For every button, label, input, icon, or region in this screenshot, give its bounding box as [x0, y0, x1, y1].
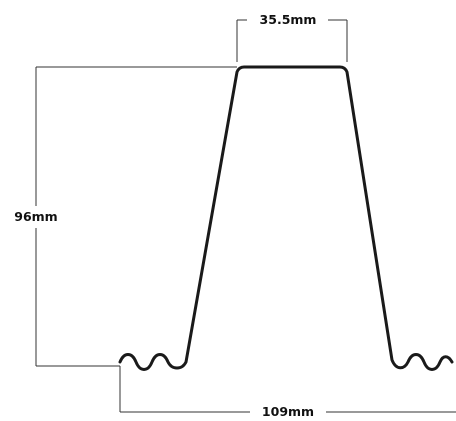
pitch-label: 109mm — [262, 404, 314, 419]
height-label: 96mm — [14, 209, 57, 224]
top-width-label: 35.5mm — [260, 12, 317, 27]
pitch-dimension: 109mm — [119, 366, 456, 419]
top-width-dimension: 35.5mm — [236, 12, 348, 62]
rib-profile-outline — [118, 65, 454, 371]
height-dimension: 96mm — [14, 66, 237, 367]
